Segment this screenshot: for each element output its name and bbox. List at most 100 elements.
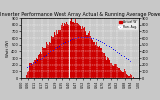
Bar — [60, 30, 61, 78]
Bar — [50, 43, 51, 78]
Bar — [32, 64, 33, 78]
Bar — [43, 48, 44, 78]
Bar — [119, 68, 120, 78]
Bar — [44, 48, 46, 78]
Legend: Actual W, Run. Avg.: Actual W, Run. Avg. — [118, 20, 138, 30]
Bar — [110, 63, 111, 78]
Bar — [123, 72, 124, 78]
Bar — [64, 23, 65, 78]
Bar — [26, 75, 27, 78]
Bar — [62, 23, 63, 78]
Bar — [103, 52, 104, 78]
Bar — [127, 75, 128, 78]
Bar — [113, 66, 114, 78]
Bar — [53, 37, 54, 78]
Bar — [37, 59, 38, 78]
Bar — [98, 47, 99, 78]
Bar — [46, 42, 47, 78]
Bar — [92, 40, 93, 78]
Bar — [91, 39, 92, 78]
Bar — [83, 28, 84, 78]
Bar — [63, 26, 64, 78]
Bar — [33, 62, 34, 78]
Bar — [66, 22, 67, 78]
Bar — [80, 26, 81, 78]
Bar — [58, 30, 60, 78]
Bar — [118, 68, 119, 78]
Bar — [35, 60, 36, 78]
Bar — [38, 55, 39, 78]
Bar — [40, 52, 41, 78]
Bar — [78, 24, 79, 78]
Bar — [47, 44, 48, 78]
Bar — [27, 72, 28, 78]
Bar — [42, 47, 43, 78]
Bar — [57, 34, 58, 78]
Bar — [121, 71, 122, 78]
Bar — [109, 60, 110, 78]
Bar — [86, 35, 88, 78]
Bar — [100, 48, 102, 78]
Bar — [52, 37, 53, 78]
Y-axis label: Watt (W): Watt (W) — [6, 39, 10, 57]
Bar — [122, 72, 123, 78]
Bar — [120, 70, 121, 78]
Bar — [69, 25, 70, 78]
Bar — [89, 32, 90, 78]
Bar — [93, 42, 94, 78]
Bar — [117, 67, 118, 78]
Bar — [31, 63, 32, 78]
Bar — [75, 19, 76, 78]
Bar — [81, 29, 82, 78]
Bar — [96, 42, 97, 78]
Bar — [106, 60, 107, 78]
Bar — [90, 36, 91, 78]
Bar — [41, 54, 42, 78]
Bar — [133, 77, 134, 78]
Bar — [111, 63, 112, 78]
Bar — [39, 54, 40, 78]
Bar — [114, 64, 116, 78]
Bar — [124, 69, 125, 78]
Bar — [49, 42, 50, 78]
Bar — [77, 23, 78, 78]
Bar — [54, 32, 55, 78]
Bar — [99, 46, 100, 78]
Bar — [95, 45, 96, 78]
Bar — [28, 71, 29, 78]
Bar — [56, 30, 57, 78]
Bar — [72, 22, 74, 78]
Bar — [85, 31, 86, 78]
Title: Solar PV/Inverter Performance West Array Actual & Running Average Power Output: Solar PV/Inverter Performance West Array… — [0, 12, 160, 17]
Bar — [104, 53, 105, 78]
Bar — [126, 74, 127, 78]
Bar — [82, 26, 83, 78]
Bar — [84, 27, 85, 78]
Bar — [105, 56, 106, 78]
Bar — [107, 57, 108, 78]
Bar — [51, 36, 52, 78]
Bar — [67, 24, 68, 78]
Bar — [55, 35, 56, 78]
Bar — [76, 22, 77, 78]
Bar — [129, 74, 131, 78]
Bar — [36, 58, 37, 78]
Bar — [74, 23, 75, 78]
Bar — [34, 60, 35, 78]
Bar — [112, 65, 113, 78]
Bar — [68, 25, 69, 78]
Bar — [94, 42, 95, 78]
Bar — [108, 58, 109, 78]
Bar — [116, 64, 117, 78]
Bar — [79, 25, 80, 78]
Bar — [125, 72, 126, 78]
Bar — [131, 75, 132, 78]
Bar — [97, 46, 98, 78]
Bar — [102, 52, 103, 78]
Bar — [88, 33, 89, 78]
Bar — [61, 24, 62, 78]
Bar — [70, 21, 71, 78]
Bar — [128, 76, 129, 78]
Bar — [71, 18, 72, 78]
Bar — [65, 24, 66, 78]
